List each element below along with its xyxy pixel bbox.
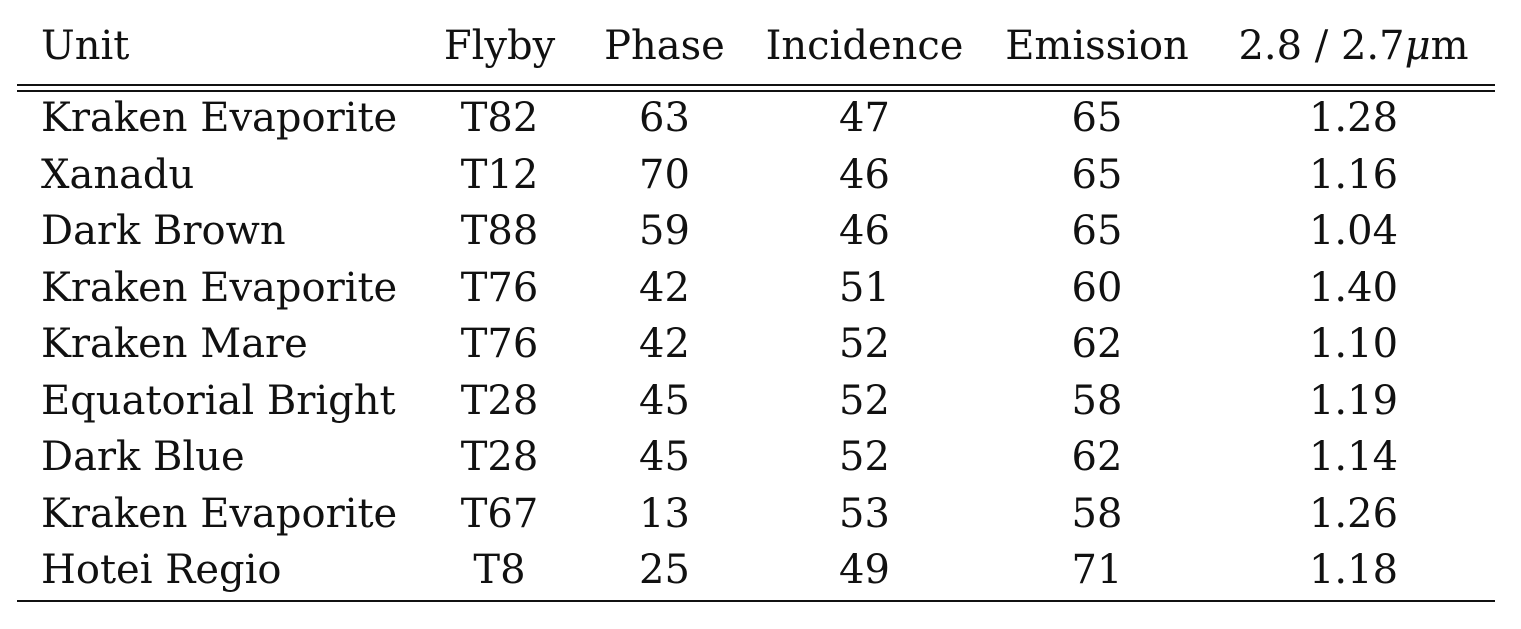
cell-unit: Xanadu (41, 151, 195, 198)
cell-unit: Kraken Evaporite (41, 264, 398, 311)
header-ratio-prefix: 2.8 / 2.7 (1238, 23, 1405, 69)
cell-flyby: T88 (460, 208, 539, 255)
cell-flyby: T28 (460, 434, 539, 481)
cell-emission: 71 (1071, 547, 1123, 594)
cell-emission: 60 (1071, 264, 1123, 311)
table-row: Kraken Evaporite T67 13 53 58 1.26 (17, 486, 1495, 543)
cell-incidence: 52 (839, 321, 890, 368)
cell-ratio: 1.10 (1308, 321, 1399, 368)
cell-incidence: 52 (839, 377, 890, 424)
cell-phase: 59 (639, 208, 690, 255)
cell-flyby: T28 (460, 377, 539, 424)
cell-unit: Dark Blue (41, 434, 245, 481)
cell-emission: 58 (1071, 377, 1123, 424)
cell-ratio: 1.14 (1308, 434, 1399, 481)
cell-unit: Hotei Regio (41, 547, 282, 594)
data-table-container: Unit Flyby Phase Incidence Emission 2.8 … (17, 0, 1495, 602)
cell-phase: 13 (639, 490, 690, 537)
table-row: Xanadu T12 70 46 65 1.16 (17, 147, 1495, 204)
cell-unit: Equatorial Bright (41, 377, 396, 424)
table-row: Hotei Regio T8 25 49 71 1.18 (17, 542, 1495, 599)
cell-incidence: 53 (839, 490, 890, 537)
cell-unit: Kraken Evaporite (41, 490, 398, 537)
cell-flyby: T76 (460, 264, 539, 311)
cell-ratio: 1.19 (1308, 377, 1399, 424)
cell-phase: 70 (639, 151, 690, 198)
cell-ratio: 1.04 (1308, 208, 1399, 255)
cell-incidence: 49 (839, 547, 890, 594)
header-rule-upper (17, 84, 1495, 86)
cell-unit: Dark Brown (41, 208, 286, 255)
header-flyby: Flyby (443, 23, 556, 69)
table-header: Unit Flyby Phase Incidence Emission 2.8 … (17, 0, 1495, 82)
cell-ratio: 1.26 (1308, 490, 1399, 537)
cell-phase: 42 (639, 321, 690, 368)
cell-ratio: 1.18 (1308, 547, 1399, 594)
cell-unit: Kraken Mare (41, 321, 308, 368)
table-row: Equatorial Bright T28 45 52 58 1.19 (17, 373, 1495, 430)
cell-incidence: 47 (839, 95, 890, 142)
cell-emission: 62 (1071, 321, 1123, 368)
table-row: Kraken Evaporite T76 42 51 60 1.40 (17, 260, 1495, 317)
table-row: Kraken Mare T76 42 52 62 1.10 (17, 316, 1495, 373)
cell-incidence: 46 (839, 151, 890, 198)
data-table: Unit Flyby Phase Incidence Emission 2.8 … (17, 0, 1495, 599)
cell-flyby: T67 (460, 490, 539, 537)
header-incidence: Incidence (765, 23, 964, 69)
cell-unit: Kraken Evaporite (41, 95, 398, 142)
header-phase: Phase (604, 23, 725, 69)
cell-phase: 45 (639, 377, 690, 424)
header-emission: Emission (1005, 23, 1189, 69)
header-rule-lower (17, 90, 1495, 92)
cell-phase: 63 (639, 95, 690, 142)
header-ratio-mu: μ (1404, 23, 1431, 69)
header-unit: Unit (41, 23, 130, 69)
cell-incidence: 52 (839, 434, 890, 481)
cell-phase: 25 (639, 547, 690, 594)
cell-flyby: T8 (473, 547, 526, 594)
table-row: Dark Brown T88 59 46 65 1.04 (17, 203, 1495, 260)
cell-ratio: 1.40 (1308, 264, 1399, 311)
cell-emission: 65 (1071, 151, 1123, 198)
header-ratio-suffix: m (1430, 23, 1469, 69)
cell-ratio: 1.16 (1308, 151, 1399, 198)
cell-incidence: 46 (839, 208, 890, 255)
header-ratio: 2.8 / 2.7μm (1212, 0, 1495, 82)
table-row: Dark Blue T28 45 52 62 1.14 (17, 429, 1495, 486)
cell-flyby: T12 (460, 151, 539, 198)
cell-emission: 65 (1071, 208, 1123, 255)
table-body: Kraken Evaporite T82 63 47 65 1.28 Xanadu T12 70… (17, 82, 1495, 599)
cell-phase: 42 (639, 264, 690, 311)
cell-emission: 65 (1071, 95, 1123, 142)
cell-emission: 58 (1071, 490, 1123, 537)
cell-flyby: T82 (460, 95, 539, 142)
cell-ratio: 1.28 (1308, 95, 1399, 142)
bottom-rule (17, 600, 1495, 602)
cell-emission: 62 (1071, 434, 1123, 481)
cell-flyby: T76 (460, 321, 539, 368)
cell-phase: 45 (639, 434, 690, 481)
cell-incidence: 51 (839, 264, 890, 311)
table-row: Kraken Evaporite T82 63 47 65 1.28 (17, 82, 1495, 147)
